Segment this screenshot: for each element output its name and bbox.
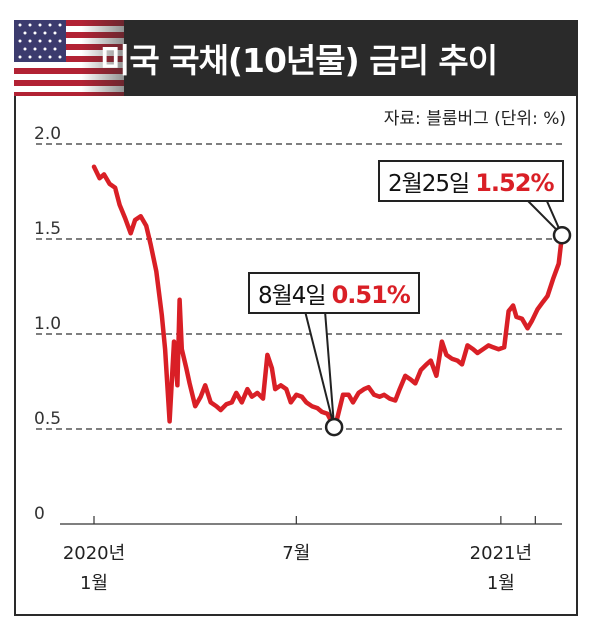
annotation-callout-aug4: 8월4일 0.51% [248,272,420,314]
annotation-callout-feb25: 2월25일 1.52% [378,160,564,202]
x-tick-label: 2020년 [63,543,125,564]
y-tick-label: 2.0 [34,124,61,144]
flag-fade [14,20,164,96]
annotation-value: 1.52% [475,169,554,197]
y-tick-label: 1.5 [34,219,61,239]
x-tick-label: 7월 [282,543,310,564]
source-note: 자료: 블룸버그 (단위: %) [383,109,566,129]
y-tick-label: 0 [34,504,45,524]
annotation-marker [324,417,344,437]
chart-title: 미국 국채(10년물) 금리 추이 [100,41,498,80]
series-line [91,164,565,430]
annotation-date: 2월25일 [388,171,470,197]
y-tick-label: 0.5 [34,409,61,429]
x-tick-label: 2021년 [470,543,532,564]
x-tick-label: 1월 [487,573,515,594]
annotation-marker [552,225,572,245]
annotation-date: 8월4일 [258,283,327,309]
y-tick-label: 1.0 [34,314,61,334]
annotation-value: 0.51% [331,281,411,309]
title-bar: 미국 국채(10년물) 금리 추이 [14,20,578,96]
x-tick-label: 1월 [80,573,108,594]
